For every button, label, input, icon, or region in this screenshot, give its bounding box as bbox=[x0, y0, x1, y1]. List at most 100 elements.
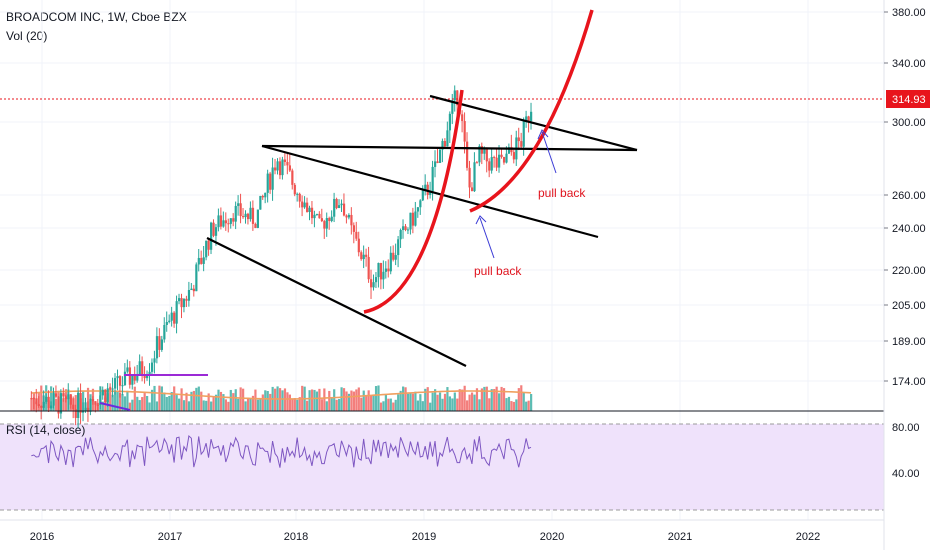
candle-body bbox=[303, 202, 306, 208]
candle-body bbox=[397, 239, 400, 256]
volume-bar bbox=[340, 387, 343, 411]
volume-bar bbox=[214, 394, 218, 411]
volume-bar bbox=[264, 390, 267, 411]
volume-bar bbox=[195, 387, 198, 411]
candle-body bbox=[96, 404, 99, 406]
volume-bar bbox=[325, 401, 328, 411]
volume-bar bbox=[266, 391, 269, 411]
candle-body bbox=[111, 388, 114, 390]
time-tick-label: 2016 bbox=[30, 531, 54, 543]
parabolic-curve-2[interactable] bbox=[469, 9, 594, 213]
candle-body bbox=[306, 202, 309, 212]
volume-bar bbox=[50, 386, 53, 411]
volume-bar bbox=[126, 390, 129, 411]
candle-body bbox=[79, 392, 82, 413]
candle-body bbox=[320, 218, 323, 222]
pullback-label-2: pull back bbox=[538, 186, 586, 200]
candle-body bbox=[168, 320, 171, 323]
candle-body bbox=[448, 113, 451, 131]
volume-bar bbox=[158, 385, 161, 411]
candle-body bbox=[114, 378, 117, 389]
candle-body bbox=[392, 252, 395, 260]
volume-bar bbox=[372, 394, 375, 411]
candle-body bbox=[89, 399, 92, 412]
candle-body bbox=[54, 393, 58, 397]
volume-bar bbox=[505, 398, 508, 411]
candle-body bbox=[507, 147, 511, 154]
candle-body bbox=[271, 167, 274, 190]
volume-bar bbox=[293, 398, 296, 411]
candle-body bbox=[451, 100, 454, 114]
candle-body bbox=[47, 396, 50, 408]
candle-body bbox=[224, 220, 227, 224]
volume-bar bbox=[74, 395, 77, 411]
candle-body bbox=[35, 398, 38, 405]
rsi-indicator-label: RSI (14, close) bbox=[6, 423, 86, 437]
volume-bar bbox=[222, 394, 225, 411]
price-tick-label: 300.00 bbox=[892, 117, 926, 129]
candle-body bbox=[461, 114, 464, 122]
candle-body bbox=[214, 227, 218, 236]
candle-body bbox=[72, 404, 75, 410]
candle-body bbox=[141, 361, 144, 376]
candle-body bbox=[148, 371, 151, 376]
volume-bar bbox=[441, 398, 444, 411]
candle-body bbox=[150, 362, 154, 372]
volume-bar bbox=[281, 390, 284, 411]
trendline-channel-lower[interactable] bbox=[206, 237, 467, 367]
trendline-top[interactable] bbox=[429, 94, 638, 152]
candle-body bbox=[32, 398, 35, 400]
volume-bar bbox=[224, 399, 227, 411]
candle-body bbox=[227, 223, 230, 225]
volume-bar bbox=[54, 398, 58, 411]
time-tick-label: 2019 bbox=[412, 531, 436, 543]
volume-bar bbox=[182, 400, 186, 411]
volume-bar bbox=[335, 399, 338, 411]
time-tick-label: 2018 bbox=[284, 531, 308, 543]
volume-bar bbox=[160, 386, 163, 411]
candle-body bbox=[121, 385, 124, 387]
volume-bar bbox=[394, 399, 397, 411]
candle-body bbox=[429, 191, 432, 195]
candle-body bbox=[495, 157, 498, 168]
candle-body bbox=[205, 240, 208, 258]
volume-bar bbox=[419, 394, 422, 411]
volume-bar bbox=[286, 392, 289, 411]
candle-body bbox=[478, 146, 481, 163]
candle-body bbox=[64, 396, 67, 400]
trendline-1[interactable] bbox=[261, 144, 638, 152]
volume-bar bbox=[463, 385, 466, 411]
volume-bar bbox=[510, 401, 513, 411]
volume-bar bbox=[202, 400, 205, 411]
volume-bar bbox=[148, 402, 151, 411]
volume-bar bbox=[416, 400, 419, 411]
candle-body bbox=[155, 336, 159, 359]
volume-bar bbox=[187, 401, 191, 411]
volume-bar bbox=[232, 393, 235, 411]
candle-body bbox=[77, 392, 80, 418]
candle-body bbox=[323, 221, 326, 229]
parabolic-curve-1[interactable] bbox=[363, 89, 464, 314]
volume-bar bbox=[360, 397, 363, 411]
price-tick-label: 220.00 bbox=[892, 265, 926, 277]
volume-bar bbox=[121, 393, 124, 411]
candle-body bbox=[163, 324, 166, 340]
volume-bar bbox=[530, 394, 533, 411]
candle-body bbox=[502, 156, 506, 163]
trendline-channel-upper[interactable] bbox=[261, 144, 599, 239]
volume-bar bbox=[323, 388, 326, 411]
candle-body bbox=[237, 203, 240, 206]
candle-body bbox=[69, 394, 72, 405]
candle-body bbox=[365, 254, 368, 257]
candle-body bbox=[453, 90, 456, 101]
candle-body bbox=[414, 211, 417, 226]
candle-body bbox=[384, 268, 387, 272]
volume-bar bbox=[451, 398, 454, 411]
arrow-pullback-1 bbox=[479, 217, 495, 259]
volume-bar bbox=[212, 397, 215, 411]
volume-bar bbox=[500, 386, 503, 411]
rsi-axis: 80.00 40.00 bbox=[892, 422, 920, 480]
volume-bar bbox=[397, 394, 400, 411]
volume-bar bbox=[384, 394, 387, 411]
